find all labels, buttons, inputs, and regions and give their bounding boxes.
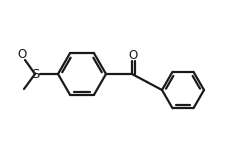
Text: S: S bbox=[31, 67, 39, 81]
Text: O: O bbox=[17, 48, 27, 61]
Text: O: O bbox=[129, 49, 138, 62]
